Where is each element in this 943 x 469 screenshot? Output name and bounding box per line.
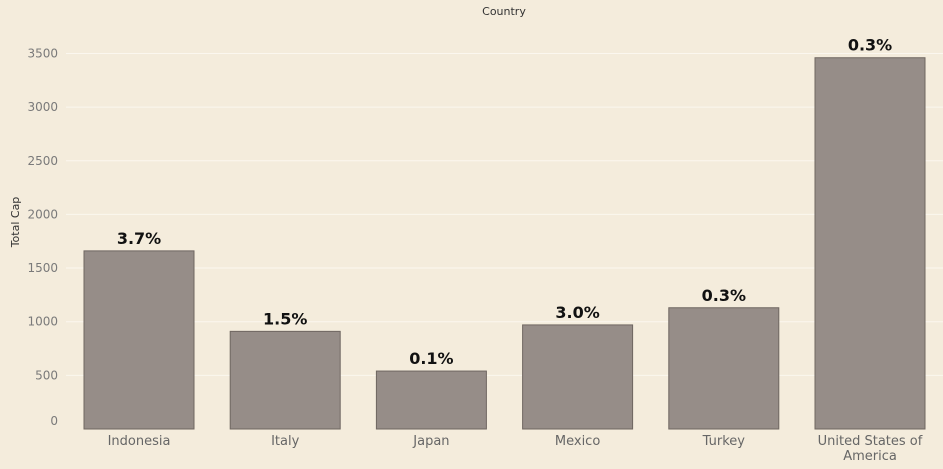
x-axis-categories: Indonesia Italy Japan Mexico Turkey United St…: [108, 434, 923, 464]
chart-title: Country: [482, 5, 526, 18]
x-category-label: Turkey: [702, 434, 746, 449]
y-tick-label: 1000: [27, 315, 58, 329]
bar-united-states-of-america: [814, 57, 926, 430]
data-labels: 3.7% 1.5% 0.1% 3.0% 0.3% 0.3%: [117, 36, 892, 368]
bar-italy: [229, 330, 341, 430]
x-category-label: Japan: [412, 434, 449, 449]
grid-lines: [66, 52, 943, 376]
x-category-label: Italy: [271, 434, 300, 449]
bars: [83, 57, 926, 430]
data-label: 1.5%: [263, 309, 307, 328]
y-tick-label: 0: [50, 414, 58, 428]
data-label: 0.1%: [409, 349, 453, 368]
y-tick-label: 2000: [27, 207, 58, 221]
y-axis-ticks: 0 500 1000 1500 2000 2500 3000 3500: [27, 46, 58, 428]
data-label: 3.0%: [555, 303, 599, 322]
y-tick-label: 3000: [27, 100, 58, 114]
data-label: 0.3%: [702, 286, 746, 305]
data-label: 3.7%: [117, 229, 161, 248]
y-tick-label: 2500: [27, 154, 58, 168]
x-category-label: United States of America: [818, 434, 923, 464]
y-tick-label: 3500: [27, 46, 58, 60]
data-label: 0.3%: [848, 36, 892, 55]
bar-indonesia: [83, 250, 195, 430]
bar-mexico: [522, 324, 634, 430]
y-tick-label: 500: [35, 368, 58, 382]
y-tick-label: 1500: [27, 261, 58, 275]
x-category-label: Indonesia: [108, 434, 171, 449]
bar-turkey: [668, 307, 780, 430]
bar-japan: [375, 370, 487, 430]
y-axis-title: Total Cap: [9, 197, 22, 249]
x-category-label: Mexico: [555, 434, 600, 449]
